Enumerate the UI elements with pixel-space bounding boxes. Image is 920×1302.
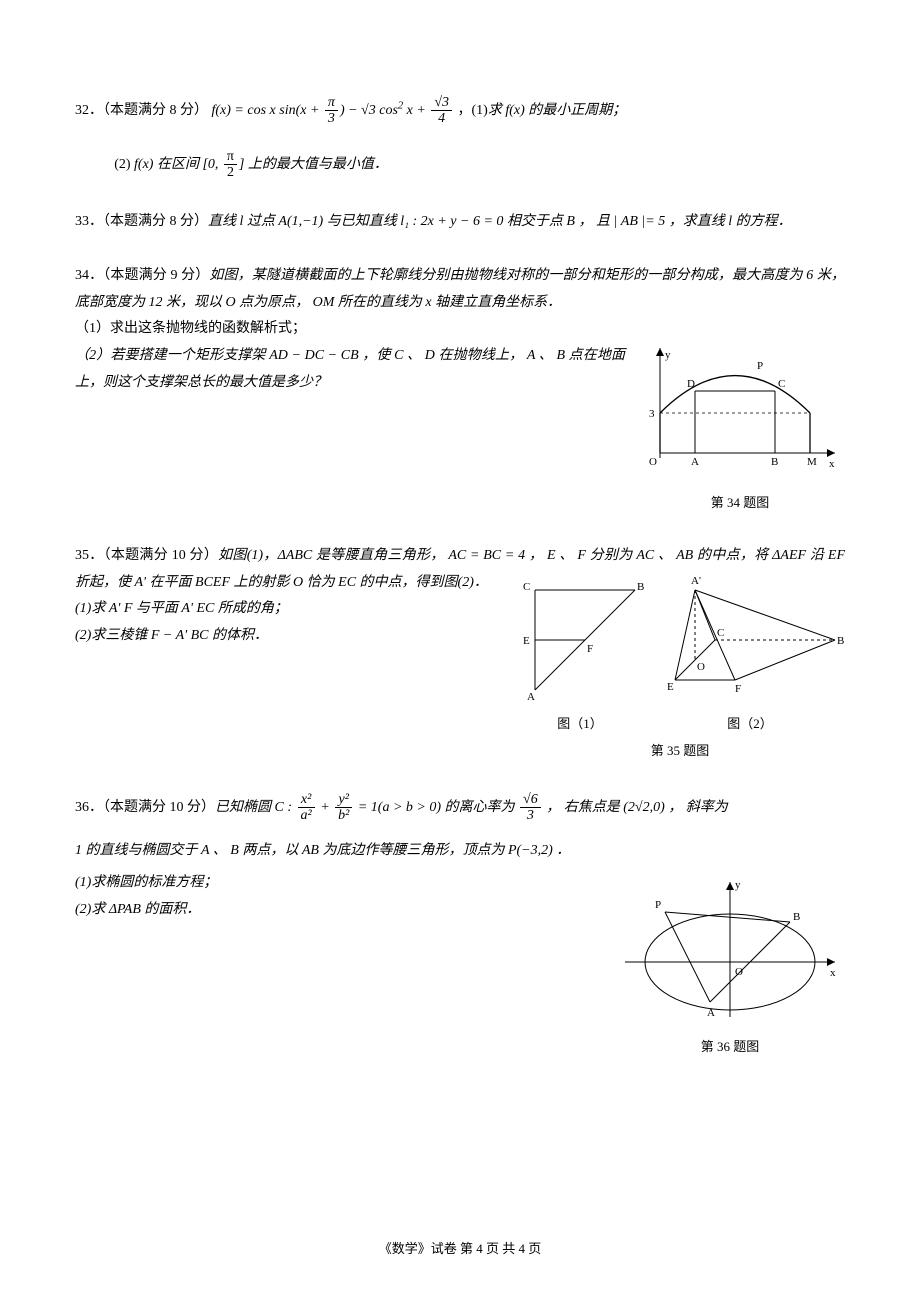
q32-m2: x + — [403, 103, 429, 118]
svg-text:B: B — [771, 456, 778, 468]
q32-f1: f(x) = cos x sin(x + — [212, 103, 323, 118]
q32-p2-suf: ] 上的最大值与最小值． — [239, 157, 388, 172]
q32-frac1n: π — [325, 95, 338, 111]
q32-m1: ) − √3 cos — [340, 103, 398, 118]
question-35: 35．（本题满分 10 分）如图(1)，ΔABC 是等腰直角三角形， AC = … — [75, 543, 845, 764]
q34-figure: O A B M x D C P y 3 第 34 题图 — [635, 343, 845, 515]
svg-text:A': A' — [691, 575, 701, 587]
q35-cap1: 图（1） — [515, 712, 645, 737]
q36-fed: 3 — [520, 808, 541, 823]
q32-p2-pre: f(x) 在区间 [0, — [131, 157, 222, 172]
q36-fxd: a² — [298, 808, 315, 823]
q36-score: （本题满分 10 分） — [103, 800, 215, 815]
svg-text:y: y — [665, 349, 671, 361]
svg-text:A: A — [707, 1007, 715, 1019]
question-34: 34．（本题满分 9 分）如图，某隧道横截面的上下轮廓线分别由抛物线对称的一部分… — [75, 263, 845, 515]
svg-text:D: D — [687, 378, 695, 390]
q35-svg1: A C B E F — [515, 570, 645, 700]
svg-text:P: P — [655, 899, 661, 911]
svg-text:E: E — [523, 635, 530, 647]
q36-svg: P B A O x y — [615, 872, 845, 1022]
svg-text:x: x — [829, 458, 835, 470]
q36-line2: 1 的直线与椭圆交于 A 、 B 两点，以 AB 为底边作等腰三角形，顶点为 P… — [75, 838, 845, 865]
svg-text:P: P — [757, 360, 763, 372]
q36-mid: ， 右焦点是 (2√2,0) ， 斜率为 — [543, 800, 728, 815]
svg-text:M: M — [807, 456, 817, 468]
q32-p1-label: (1) — [472, 103, 488, 118]
question-36: 36．（本题满分 10 分）已知椭圆 C : x²a² + y²b² = 1(a… — [75, 792, 845, 1060]
svg-text:F: F — [587, 643, 593, 655]
q36-eq1: = 1(a > b > 0) 的离心率为 — [354, 800, 518, 815]
q32-f3d: 2 — [224, 165, 237, 180]
svg-text:B: B — [837, 635, 844, 647]
svg-text:B: B — [793, 911, 800, 923]
svg-text:O: O — [735, 966, 743, 978]
svg-text:E: E — [667, 681, 674, 693]
q32-p2-label: (2) — [114, 157, 130, 172]
q34-p1: （1）求出这条抛物线的函数解析式； — [75, 316, 845, 343]
svg-text:C: C — [523, 581, 530, 593]
q32-punct: ， — [458, 103, 472, 118]
q32-p1-text: 求 f(x) 的最小正周期； — [488, 103, 626, 118]
q32-frac1d: 3 — [325, 111, 338, 126]
q32-score: （本题满分 8 分） — [103, 103, 208, 118]
q32-frac2d: 4 — [431, 111, 452, 126]
q35-score: （本题满分 10 分） — [104, 548, 219, 563]
q35-figure: A C B E F 图（1） — [515, 570, 845, 764]
q36-fyn: y² — [335, 792, 352, 808]
q34-caption: 第 34 题图 — [635, 491, 845, 516]
svg-text:F: F — [735, 683, 741, 695]
svg-text:B: B — [637, 581, 644, 593]
svg-text:O: O — [649, 456, 657, 468]
q36-caption: 第 36 题图 — [615, 1035, 845, 1060]
q33-number: 33． — [75, 214, 103, 229]
q36-figure: P B A O x y 第 36 题图 — [615, 872, 845, 1059]
q32-formula: f(x) = cos x sin(x + π3) − √3 cos2 x + √… — [212, 103, 458, 118]
q32-number: 32． — [75, 103, 103, 118]
q35-number: 35． — [75, 548, 104, 563]
svg-text:y: y — [735, 879, 741, 891]
svg-text:O: O — [697, 661, 705, 673]
q34-svg: O A B M x D C P y 3 — [635, 343, 845, 478]
svg-text:A: A — [527, 691, 535, 700]
q36-plus: + — [317, 800, 333, 815]
q36-fyd: b² — [335, 808, 352, 823]
question-33: 33．（本题满分 8 分）直线 l 过点 A(1,−1) 与已知直线 l₁ : … — [75, 209, 845, 236]
q32-f3n: π — [224, 149, 237, 165]
q36-number: 36． — [75, 800, 103, 815]
page-footer: 《数学》试卷 第 4 页 共 4 页 — [0, 1237, 920, 1262]
q32-frac2n: √3 — [431, 95, 452, 111]
q34-score: （本题满分 9 分） — [103, 268, 209, 283]
q33-score: （本题满分 8 分） — [103, 214, 208, 229]
svg-text:C: C — [717, 627, 724, 639]
q35-cap2: 图（2） — [655, 712, 845, 737]
q36-pre: 已知椭圆 C : — [215, 800, 296, 815]
question-32: 32．（本题满分 8 分） f(x) = cos x sin(x + π3) −… — [75, 95, 845, 181]
q36-fxn: x² — [298, 792, 315, 808]
svg-text:C: C — [778, 378, 785, 390]
q35-caption: 第 35 题图 — [515, 739, 845, 764]
svg-text:x: x — [830, 967, 836, 979]
q32-part2: (2) f(x) 在区间 [0, π2] 上的最大值与最小值． — [75, 149, 845, 181]
q34-number: 34． — [75, 268, 103, 283]
q35-svg2: A' C B E F O — [655, 570, 845, 700]
q33-text: 直线 l 过点 A(1,−1) 与已知直线 l₁ : 2x + y − 6 = … — [208, 214, 792, 229]
svg-text:A: A — [691, 456, 699, 468]
svg-text:3: 3 — [649, 408, 655, 420]
q36-fen: √6 — [520, 792, 541, 808]
